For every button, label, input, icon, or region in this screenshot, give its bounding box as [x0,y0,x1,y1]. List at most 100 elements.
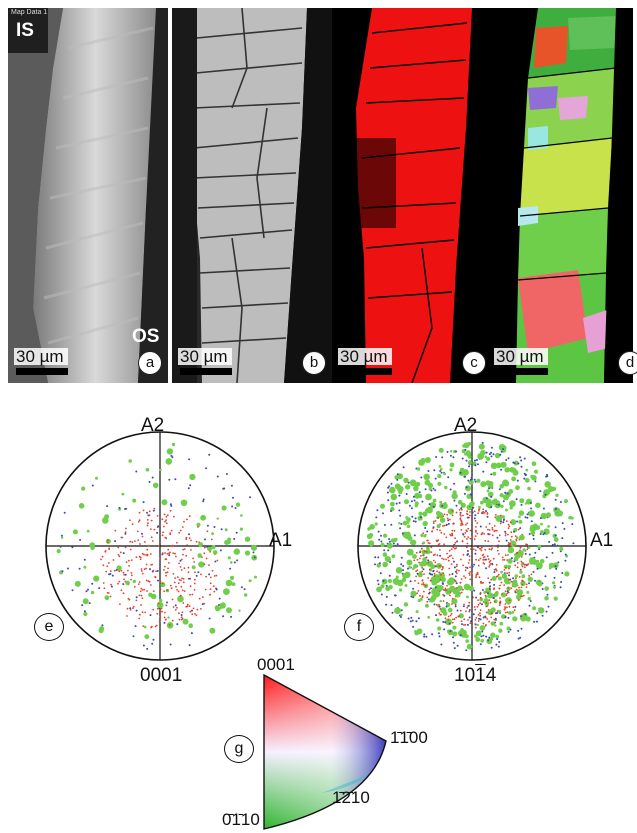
pole-dot [436,524,441,529]
pole-dot [412,520,415,523]
pole-dot [485,510,487,513]
pole-dot [449,450,453,453]
pole-dot [385,595,388,598]
pole-dot [170,504,173,507]
pole-dot [478,508,480,511]
pole-dot [455,582,458,585]
pole-dot [508,611,512,615]
pole-dot [462,469,469,476]
pole-dot [482,470,485,473]
pole-dot [480,500,484,505]
pole-dot [448,549,451,552]
pole-dot [445,605,448,608]
pole-dot [488,487,491,490]
scale-bar-b: 30 µm [178,348,232,375]
pole-dot [451,534,454,537]
pole-dot [100,558,102,561]
pole-dot [154,625,157,628]
pole-dot [132,605,135,608]
pole-dot [185,554,188,557]
pole-dot [453,647,456,650]
pole-dot [455,511,458,514]
pole-dot [452,523,454,525]
pole-dot [178,578,181,581]
pole-dot [490,578,493,581]
pole-dot [449,518,451,521]
pole-dot [165,522,168,525]
pole-dot [559,546,564,552]
pole-dot [521,595,523,598]
pole-dot [489,559,492,562]
pole-dot [556,544,559,547]
pole-dot [516,566,519,569]
pole-dot [455,616,458,619]
pole-dot [500,450,503,453]
pole-dot [450,554,452,557]
pole-figure-e-plot [45,431,275,661]
pole-dot [161,534,164,537]
pole-dot [520,560,523,563]
pole-dot [520,563,524,566]
pole-dot [440,607,447,614]
pole-dot [468,610,471,613]
pole-dot [157,579,159,582]
pole-dot [180,618,183,621]
pole-dot [488,564,491,567]
pole-dot [522,562,525,565]
pole-dot [472,613,475,616]
pole-dot [504,611,507,614]
pole-dot [471,536,474,538]
pole-dot [143,588,146,591]
pole-dot [514,535,517,537]
pole-dot [142,644,145,647]
pole-dot [493,592,499,597]
pole-dot [521,583,524,586]
pole-dot [447,559,450,562]
pole-dot [515,577,517,580]
pole-dot [521,565,524,568]
pole-dot [439,470,442,472]
pole-dot [535,620,538,623]
pole-dot [196,522,201,527]
pole-dot [519,534,525,541]
pole-dot [432,554,435,557]
pole-dot [561,522,564,525]
pole-dot [459,471,462,474]
pole-dot [422,511,428,517]
pole-dot [466,542,469,545]
pole-dot [490,621,495,626]
pole-dot [407,481,410,484]
pole-dot [538,548,541,551]
pole-dot [145,563,148,566]
pole-dot [109,595,112,598]
pole-dot [460,524,462,527]
pole-dot [524,613,527,616]
pole-dot [432,559,435,562]
pole-dot [215,574,218,577]
pole-dot [439,613,442,616]
pole-dot [419,561,425,567]
pole-dot [465,450,471,455]
pole-dot [475,575,478,577]
pole-dot [192,607,195,610]
pole-dot [486,555,489,558]
pole-dot [176,576,179,579]
pole-dot [498,540,500,543]
pole-dot [496,638,499,641]
pole-dot [495,529,498,532]
pole-dot [239,527,243,531]
pole-dot [382,512,384,515]
pole-dot [489,562,492,565]
pole-dot [529,526,535,532]
pole-dot [163,616,166,619]
pole-dot [454,580,457,583]
pole-dot [114,540,117,543]
pole-dot [470,564,473,567]
pole-dot [412,495,415,498]
pole-dot [481,582,483,584]
pole-dot [507,558,513,564]
pole-dot [468,572,471,575]
pole-dot [462,564,464,567]
pole-dot [157,525,160,528]
pole-dot [433,603,436,606]
